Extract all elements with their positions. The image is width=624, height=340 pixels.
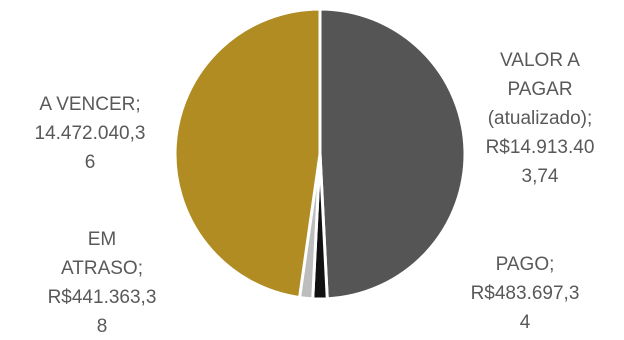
data-label-pago: PAGO; R$483.697,3 4 [471, 254, 580, 333]
pie-slice-a-vencer [173, 7, 322, 300]
pie-slices [173, 7, 467, 301]
data-label-a-vencer: A VENCER; 14.472.040,3 6 [35, 94, 146, 173]
pie-slice-valor-a-pagar-atualizado [318, 7, 467, 301]
pie-data-labels: VALOR A PAGAR (atualizado); R$14.913.40 3,74… [35, 50, 595, 337]
data-label-em-atraso: EM ATRASO; R$441.363,3 8 [48, 229, 157, 337]
data-label-valor-a-pagar-atualizado: VALOR A PAGAR (atualizado); R$14.913.40 3,74 [486, 50, 595, 187]
